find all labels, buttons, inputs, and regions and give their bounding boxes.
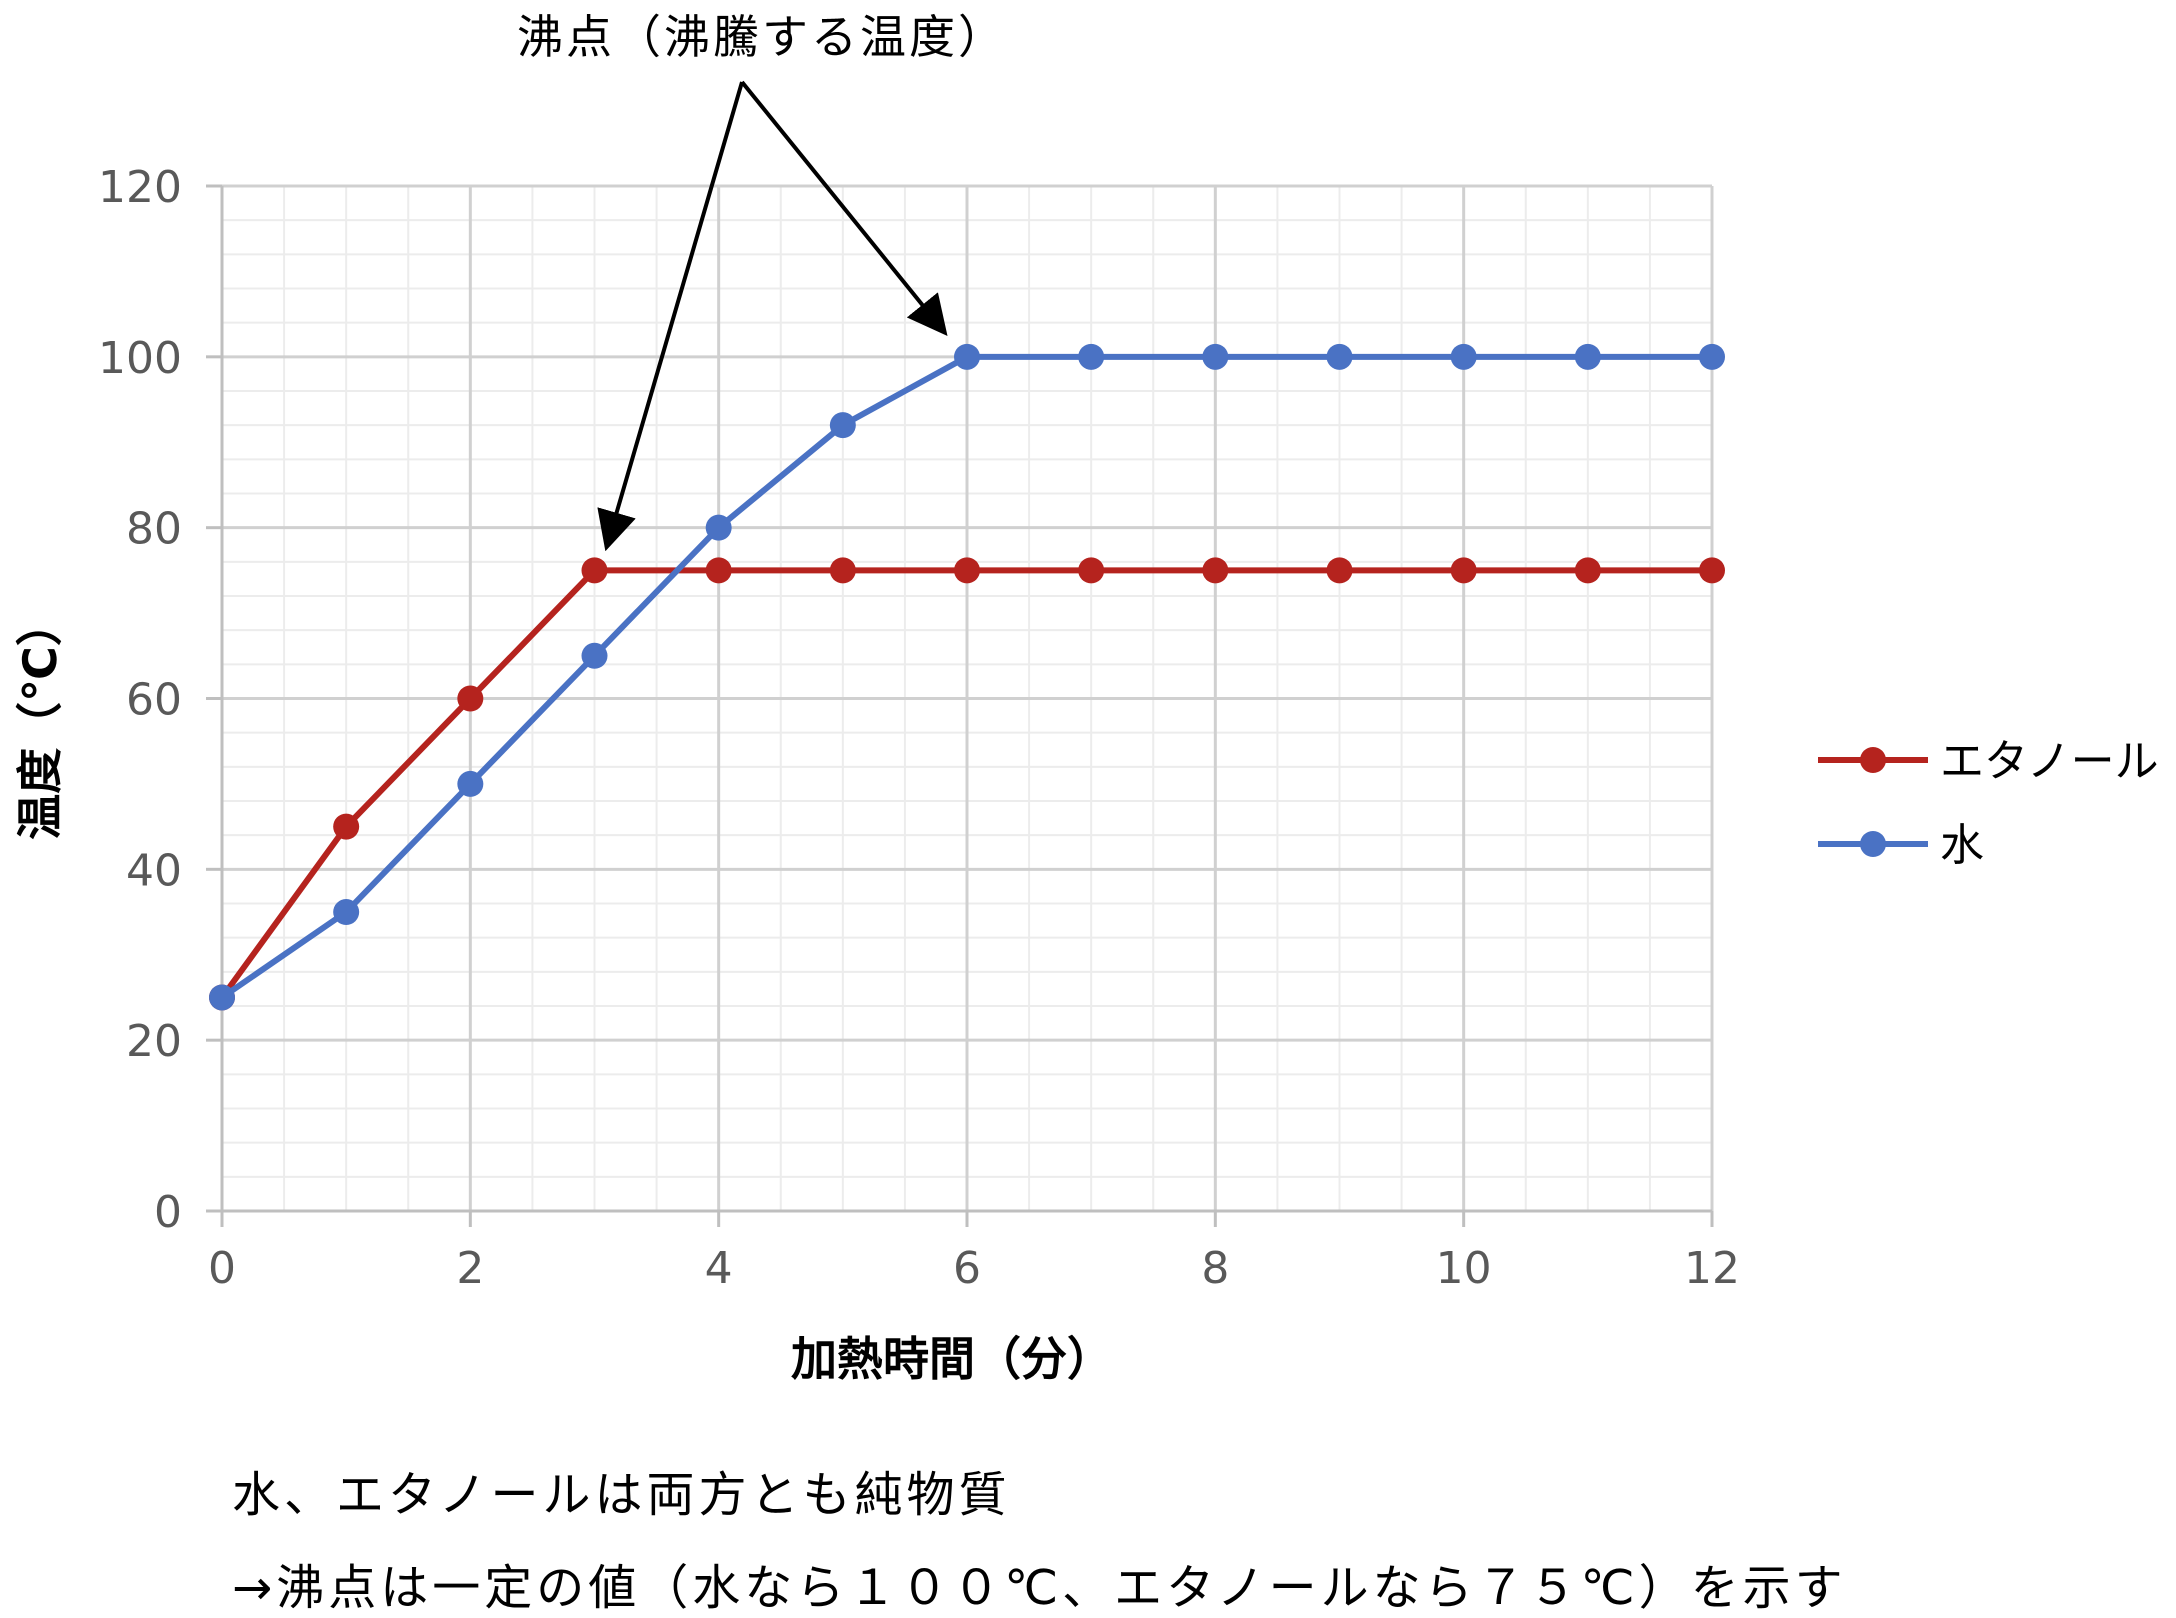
series-layer xyxy=(209,343,1725,1011)
legend-label: エタノール xyxy=(1940,736,2159,787)
data-point xyxy=(1450,343,1477,370)
data-point xyxy=(1574,343,1601,370)
annotation-arrow xyxy=(740,80,948,336)
major-grid xyxy=(220,184,1714,1213)
y-tick-label: 40 xyxy=(126,845,182,896)
data-point xyxy=(1326,557,1353,584)
data-point xyxy=(829,412,856,439)
x-tick-label: 4 xyxy=(705,1243,733,1294)
data-point xyxy=(457,685,484,712)
x-tick-label: 8 xyxy=(1201,1243,1229,1294)
y-tick-label: 60 xyxy=(126,675,182,726)
note-line-1: 水、エタノールは両方とも純物質 xyxy=(232,1467,1011,1523)
x-tick-label: 6 xyxy=(953,1243,981,1294)
x-axis-label: 加熱時間（分） xyxy=(791,1332,1113,1386)
y-tick-label: 100 xyxy=(98,333,182,384)
y-tick-label: 80 xyxy=(126,504,182,555)
data-point xyxy=(209,984,235,1011)
data-point xyxy=(1574,557,1601,584)
y-tick-label: 0 xyxy=(154,1187,182,1238)
x-tick-label: 12 xyxy=(1684,1243,1740,1294)
data-point xyxy=(954,557,980,584)
data-point xyxy=(1699,343,1725,370)
y-tick-label: 20 xyxy=(126,1016,182,1067)
legend-marker xyxy=(1860,831,1886,857)
x-tick-label: 0 xyxy=(208,1243,236,1294)
annotation-arrow xyxy=(597,81,744,552)
data-point xyxy=(954,343,980,370)
annotation-text: 沸点（沸騰する温度） xyxy=(517,10,1007,64)
axes xyxy=(206,184,1714,1227)
data-point xyxy=(705,557,732,584)
data-point xyxy=(333,813,360,840)
legend-label: 水 xyxy=(1940,820,1984,871)
annotation-layer: 沸点（沸騰する温度） xyxy=(517,10,1007,552)
data-point xyxy=(581,642,608,669)
x-tick-label: 10 xyxy=(1436,1243,1492,1294)
data-point xyxy=(457,770,484,797)
data-point xyxy=(1078,557,1105,584)
x-tick-label: 2 xyxy=(456,1243,484,1294)
data-point xyxy=(1202,343,1229,370)
data-point xyxy=(1078,343,1105,370)
data-point xyxy=(1202,557,1229,584)
note-line-2: →沸点は一定の値（水なら１００℃、エタノールなら７５℃）を示す xyxy=(232,1560,1847,1616)
y-axis-label: 温度（℃） xyxy=(13,600,67,840)
series-2 xyxy=(209,343,1725,1011)
y-tick-label: 120 xyxy=(98,162,182,213)
data-point xyxy=(829,557,856,584)
data-point xyxy=(1699,557,1725,584)
data-point xyxy=(1450,557,1477,584)
data-point xyxy=(333,899,360,926)
data-point xyxy=(705,514,732,541)
data-point xyxy=(1326,343,1353,370)
data-point xyxy=(581,557,608,584)
legend-marker xyxy=(1860,747,1886,773)
